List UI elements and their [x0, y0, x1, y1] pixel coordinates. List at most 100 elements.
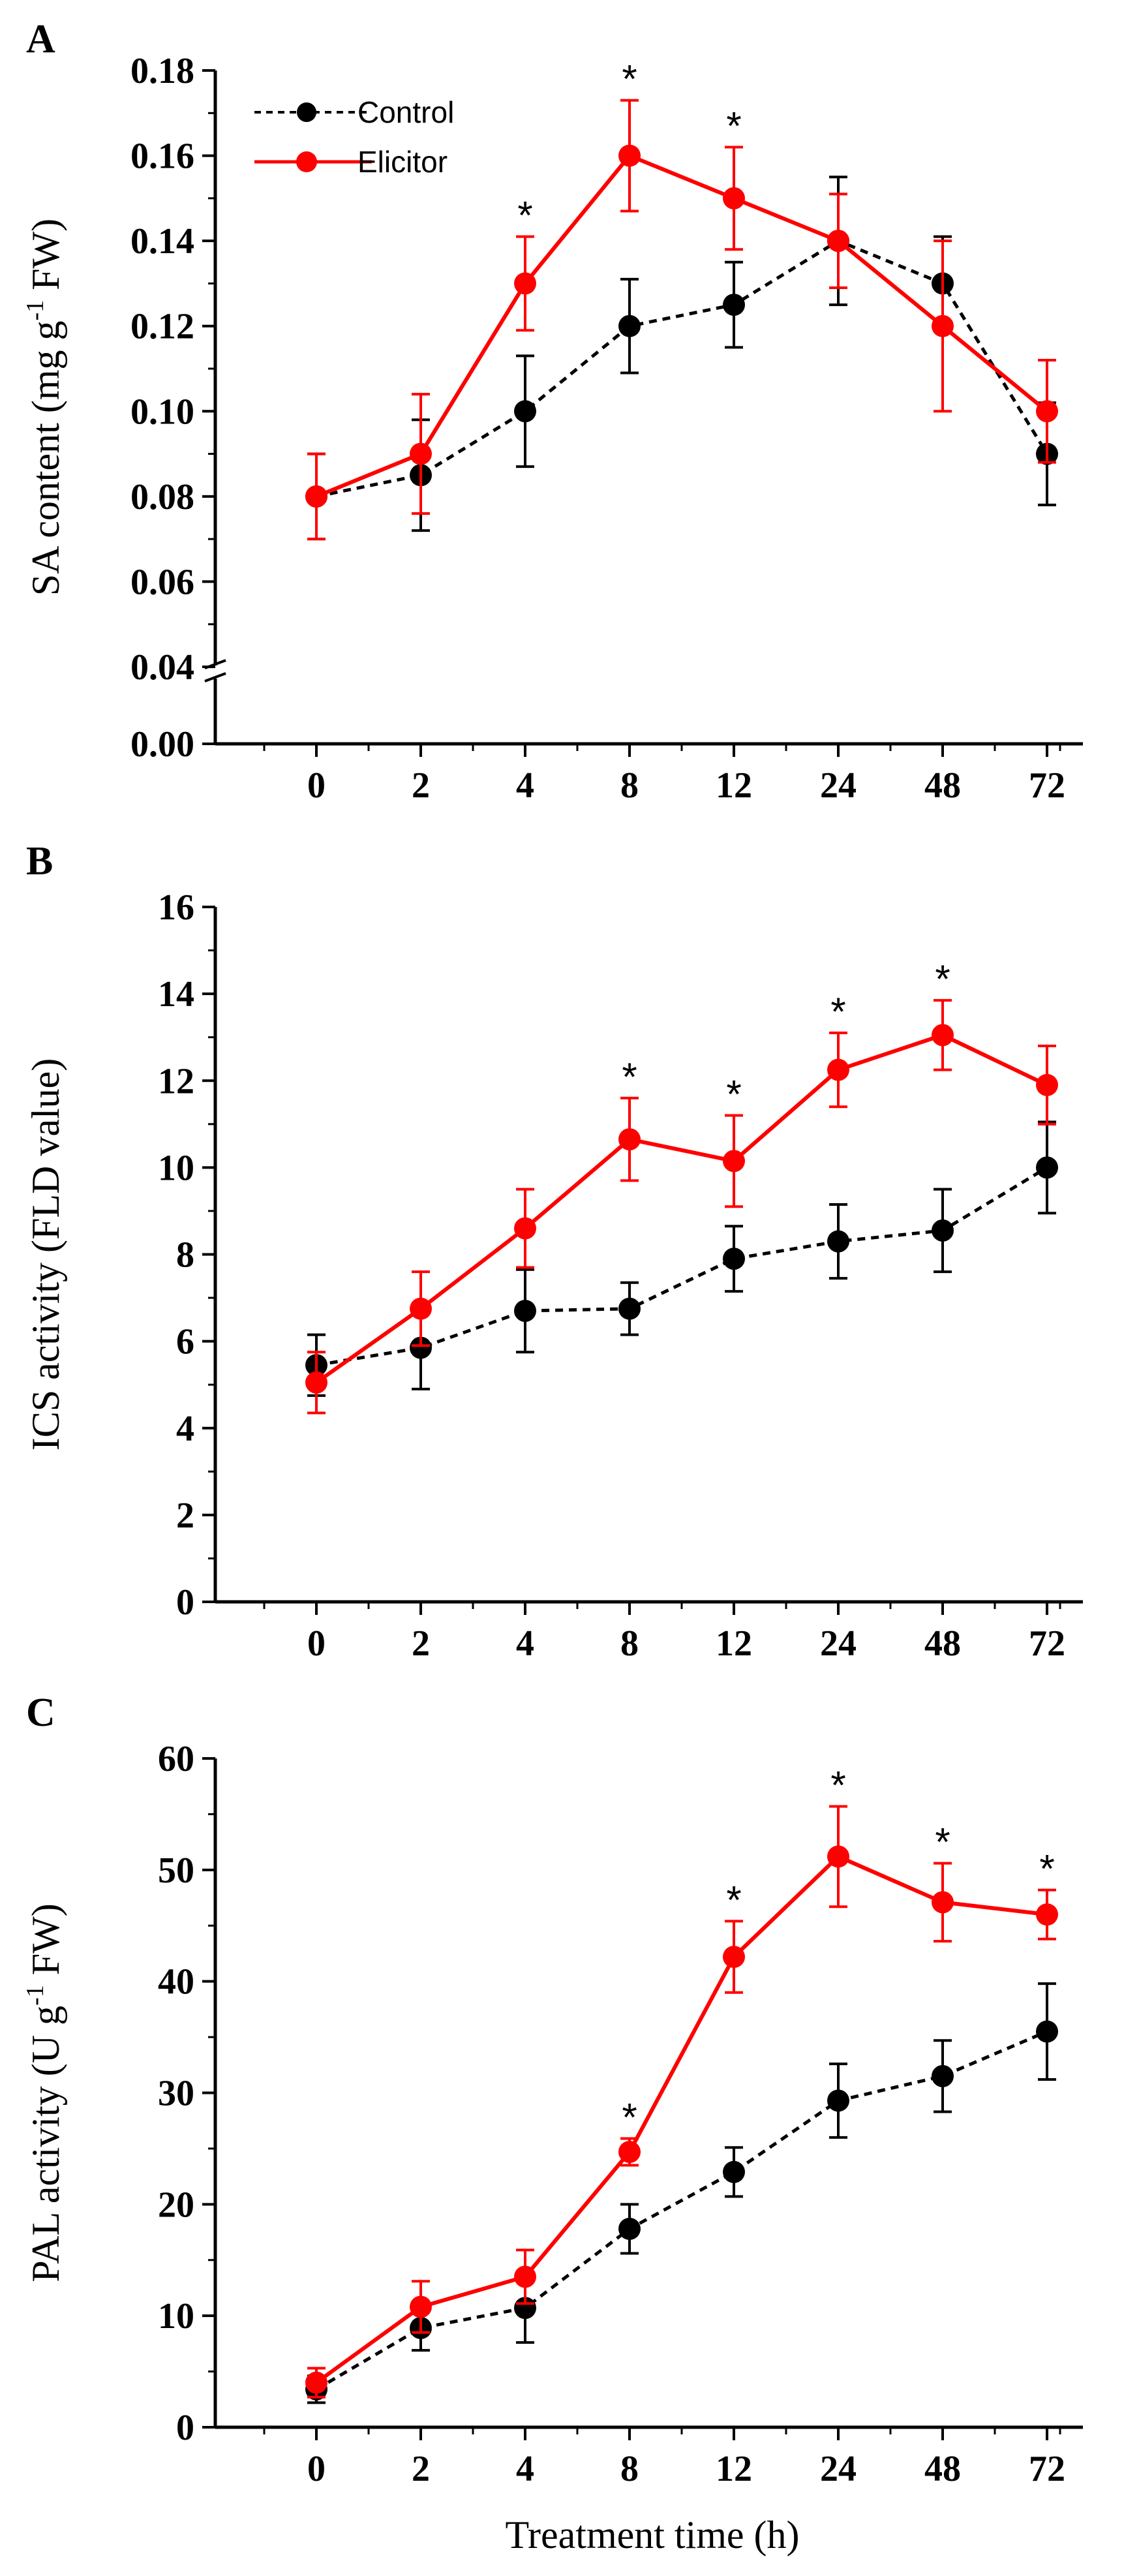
- series-line-elicitor: [315, 1854, 1048, 2385]
- y-tick-label: 60: [158, 1739, 194, 1779]
- data-point: [514, 1300, 536, 1323]
- x-tick-label: 2: [412, 2449, 430, 2489]
- y-tick-label: 0.04: [130, 647, 194, 688]
- significance-star: *: [517, 194, 532, 238]
- panel-label: C: [26, 1691, 55, 1735]
- y-tick-label: 0.08: [130, 477, 194, 517]
- x-tick-label: 24: [820, 1623, 857, 1664]
- y-tick-label: 30: [158, 2074, 194, 2114]
- y-tick-label: 0: [176, 2408, 194, 2448]
- y-tick-label: 0.16: [130, 136, 194, 177]
- data-point: [410, 1336, 432, 1359]
- data-point: [932, 1024, 954, 1047]
- data-point: [618, 314, 641, 337]
- data-point: [932, 314, 954, 337]
- y-tick-label: 20: [158, 2185, 194, 2225]
- x-tick-label: 8: [620, 2449, 639, 2489]
- x-tick-label: 48: [924, 765, 961, 806]
- y-tick-label: 10: [158, 1148, 194, 1188]
- data-point: [1036, 2020, 1058, 2043]
- data-point: [723, 2160, 745, 2183]
- y-tick-label: 50: [158, 1850, 194, 1891]
- y-tick-label: 0.14: [130, 221, 194, 262]
- x-tick-label: 2: [412, 765, 430, 806]
- data-point: [514, 1217, 536, 1240]
- series-elicitor: [305, 99, 1058, 541]
- x-tick-label: 2: [412, 1623, 430, 1664]
- x-tick-label: 8: [620, 765, 639, 806]
- y-axis-title: ICS activity (FLD value): [24, 1058, 67, 1451]
- data-point: [514, 272, 536, 295]
- y-axis-title: SA content (mg g-1 FW): [22, 219, 67, 596]
- significance-star: *: [935, 1820, 950, 1864]
- data-point: [305, 1371, 327, 1394]
- data-point: [723, 1946, 745, 1969]
- legend-marker-elicitor: [296, 151, 317, 172]
- data-point: [410, 442, 432, 465]
- data-point: [618, 2217, 641, 2240]
- series-line-elicitor: [315, 1033, 1048, 1385]
- data-point: [305, 2371, 327, 2394]
- series-line-control: [315, 2030, 1048, 2391]
- series-control: [305, 1982, 1058, 2404]
- y-tick-label: 40: [158, 1962, 194, 2002]
- data-point: [723, 294, 745, 316]
- data-point: [514, 2265, 536, 2288]
- significance-star: *: [1039, 1847, 1054, 1891]
- significance-star: *: [622, 1055, 637, 1099]
- data-point: [618, 1128, 641, 1151]
- legend-marker-control: [297, 102, 316, 122]
- significance-star: *: [830, 990, 845, 1034]
- y-tick-label: 0.00: [130, 724, 194, 765]
- x-tick-label: 4: [516, 2449, 534, 2489]
- x-tick-label: 0: [307, 2449, 326, 2489]
- panel-a: A0.000.040.060.080.100.120.140.160.180 2 4…: [22, 17, 1083, 806]
- x-tick-label: 12: [716, 765, 752, 806]
- data-point: [514, 400, 536, 423]
- data-point: [305, 485, 327, 508]
- series-line-control: [316, 239, 1049, 498]
- series-line-control: [316, 1166, 1048, 1367]
- x-tick-label: 4: [516, 765, 534, 806]
- significance-star: *: [935, 957, 950, 1001]
- x-tick-label: 72: [1029, 765, 1065, 806]
- y-tick-label: 0: [176, 1582, 194, 1623]
- y-tick-label: 2: [176, 1495, 194, 1536]
- data-point: [932, 2064, 954, 2087]
- y-tick-label: 0.06: [130, 562, 194, 602]
- y-tick-label: 0.18: [130, 51, 194, 91]
- x-axis-title: Treatment time (h): [505, 2513, 799, 2556]
- panel-label: B: [26, 839, 53, 883]
- legend: Control Elicitor: [254, 95, 454, 179]
- y-tick-label: 14: [158, 974, 194, 1015]
- data-point: [1036, 400, 1058, 423]
- series-elicitor: [305, 999, 1058, 1415]
- x-tick-label: 24: [820, 2449, 857, 2489]
- y-tick-label: 0.12: [130, 307, 194, 347]
- x-tick-label: 0: [307, 765, 326, 806]
- y-tick-label: 0.10: [130, 391, 194, 432]
- significance-star: *: [830, 1763, 845, 1807]
- x-tick-label: 0: [307, 1623, 326, 1664]
- data-point: [723, 187, 745, 209]
- y-tick-label: 12: [158, 1061, 194, 1101]
- y-tick-label: 8: [176, 1235, 194, 1276]
- y-tick-label: 16: [158, 887, 194, 928]
- significance-star: *: [726, 1073, 741, 1116]
- x-tick-label: 4: [516, 1623, 534, 1664]
- x-tick-label: 24: [820, 765, 857, 806]
- data-point: [618, 2141, 641, 2164]
- data-point: [1036, 1073, 1058, 1096]
- series-control: [305, 176, 1058, 541]
- significance-star: *: [622, 2096, 637, 2139]
- data-point: [1036, 1903, 1058, 1926]
- data-point: [827, 1058, 849, 1081]
- significance-star: *: [726, 1878, 741, 1922]
- series-elicitor: [305, 1805, 1058, 2399]
- data-point: [618, 144, 641, 167]
- panel-label: A: [26, 17, 55, 61]
- x-tick-label: 72: [1029, 1623, 1065, 1664]
